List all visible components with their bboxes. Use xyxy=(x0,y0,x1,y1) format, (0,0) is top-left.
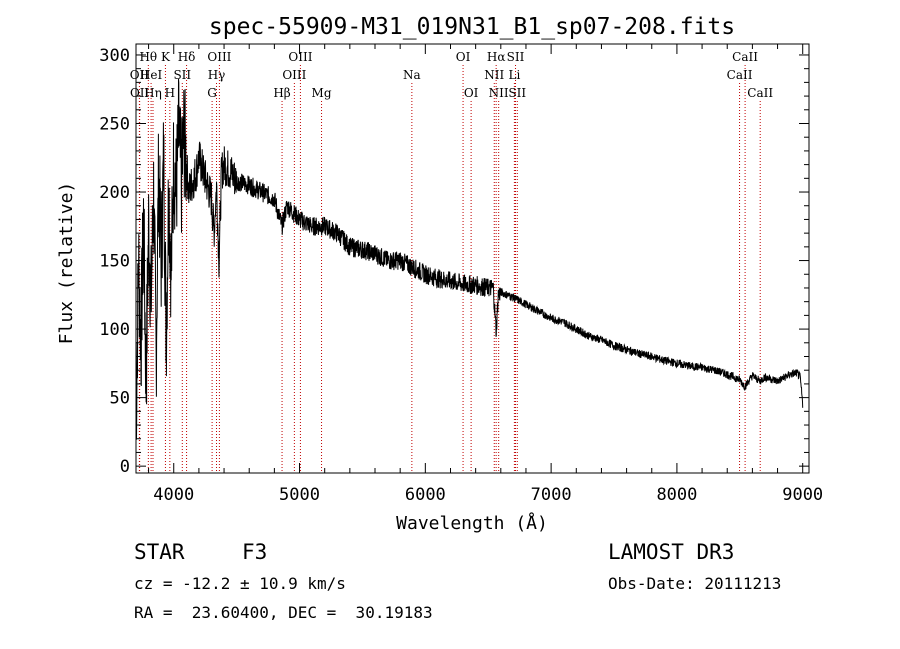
flux-series-line xyxy=(135,78,804,440)
y-tick-label-5: 250 xyxy=(99,114,130,134)
line-label-5: K xyxy=(161,50,171,64)
line-label-22: SII xyxy=(507,50,525,64)
line-label-24: SII xyxy=(508,86,526,100)
line-label-20: NII xyxy=(484,68,504,82)
object-class: STAR xyxy=(134,540,185,564)
line-label-13: OIII xyxy=(282,68,306,82)
y-axis-label: Flux (relative) xyxy=(56,182,77,345)
line-label-23: Li xyxy=(508,68,520,82)
line-label-14: Hβ xyxy=(273,86,290,100)
line-label-8: Hδ xyxy=(178,50,196,64)
line-label-27: CaII xyxy=(747,86,773,100)
line-label-21: NII xyxy=(489,86,509,100)
y-tick-label-3: 150 xyxy=(99,252,130,272)
line-label-7: H xyxy=(165,86,175,100)
line-label-18: OI xyxy=(464,86,479,100)
line-label-3: HeI xyxy=(140,68,163,82)
y-tick-label-6: 300 xyxy=(99,46,130,66)
chart-title: spec-55909-M31_019N31_B1_sp07-208.fits xyxy=(209,14,735,40)
observation-date: Obs-Date: 20111213 xyxy=(608,574,782,593)
line-label-26: CaII xyxy=(727,68,753,82)
sky-coordinates: RA = 23.60400, DEC = 30.19183 xyxy=(134,603,433,622)
line-label-4: Hη xyxy=(144,86,162,100)
line-label-0: Hθ xyxy=(139,50,157,64)
line-label-11: G xyxy=(207,86,217,100)
line-label-12: OIII xyxy=(288,50,312,64)
line-label-17: OI xyxy=(456,50,471,64)
x-tick-label-0: 4000 xyxy=(153,485,194,505)
line-label-15: Mg xyxy=(312,86,332,100)
plot-frame xyxy=(135,43,810,474)
y-tick-label-4: 200 xyxy=(99,183,130,203)
y-tick-label-2: 100 xyxy=(99,320,130,340)
line-label-1: OII xyxy=(130,68,150,82)
x-tick-label-2: 6000 xyxy=(405,485,446,505)
line-label-6: SII xyxy=(173,68,191,82)
x-axis-label: Wavelength (Å) xyxy=(396,512,548,534)
line-label-2: OII xyxy=(130,86,150,100)
line-label-10: Hγ xyxy=(208,68,226,82)
line-label-16: Na xyxy=(403,68,421,82)
x-tick-label-3: 7000 xyxy=(531,485,572,505)
line-label-19: Hα xyxy=(487,50,506,64)
y-tick-label-1: 50 xyxy=(110,389,130,409)
object-subclass: F3 xyxy=(242,540,268,564)
y-tick-label-0: 0 xyxy=(120,457,130,477)
survey-name: LAMOST DR3 xyxy=(608,540,735,564)
x-tick-label-4: 8000 xyxy=(656,485,697,505)
line-label-9: OIII xyxy=(207,50,231,64)
redshift-velocity: cz = -12.2 ± 10.9 km/s xyxy=(134,574,346,593)
x-tick-label-5: 9000 xyxy=(782,485,823,505)
x-tick-label-1: 5000 xyxy=(279,485,320,505)
line-label-25: CaII xyxy=(732,50,758,64)
